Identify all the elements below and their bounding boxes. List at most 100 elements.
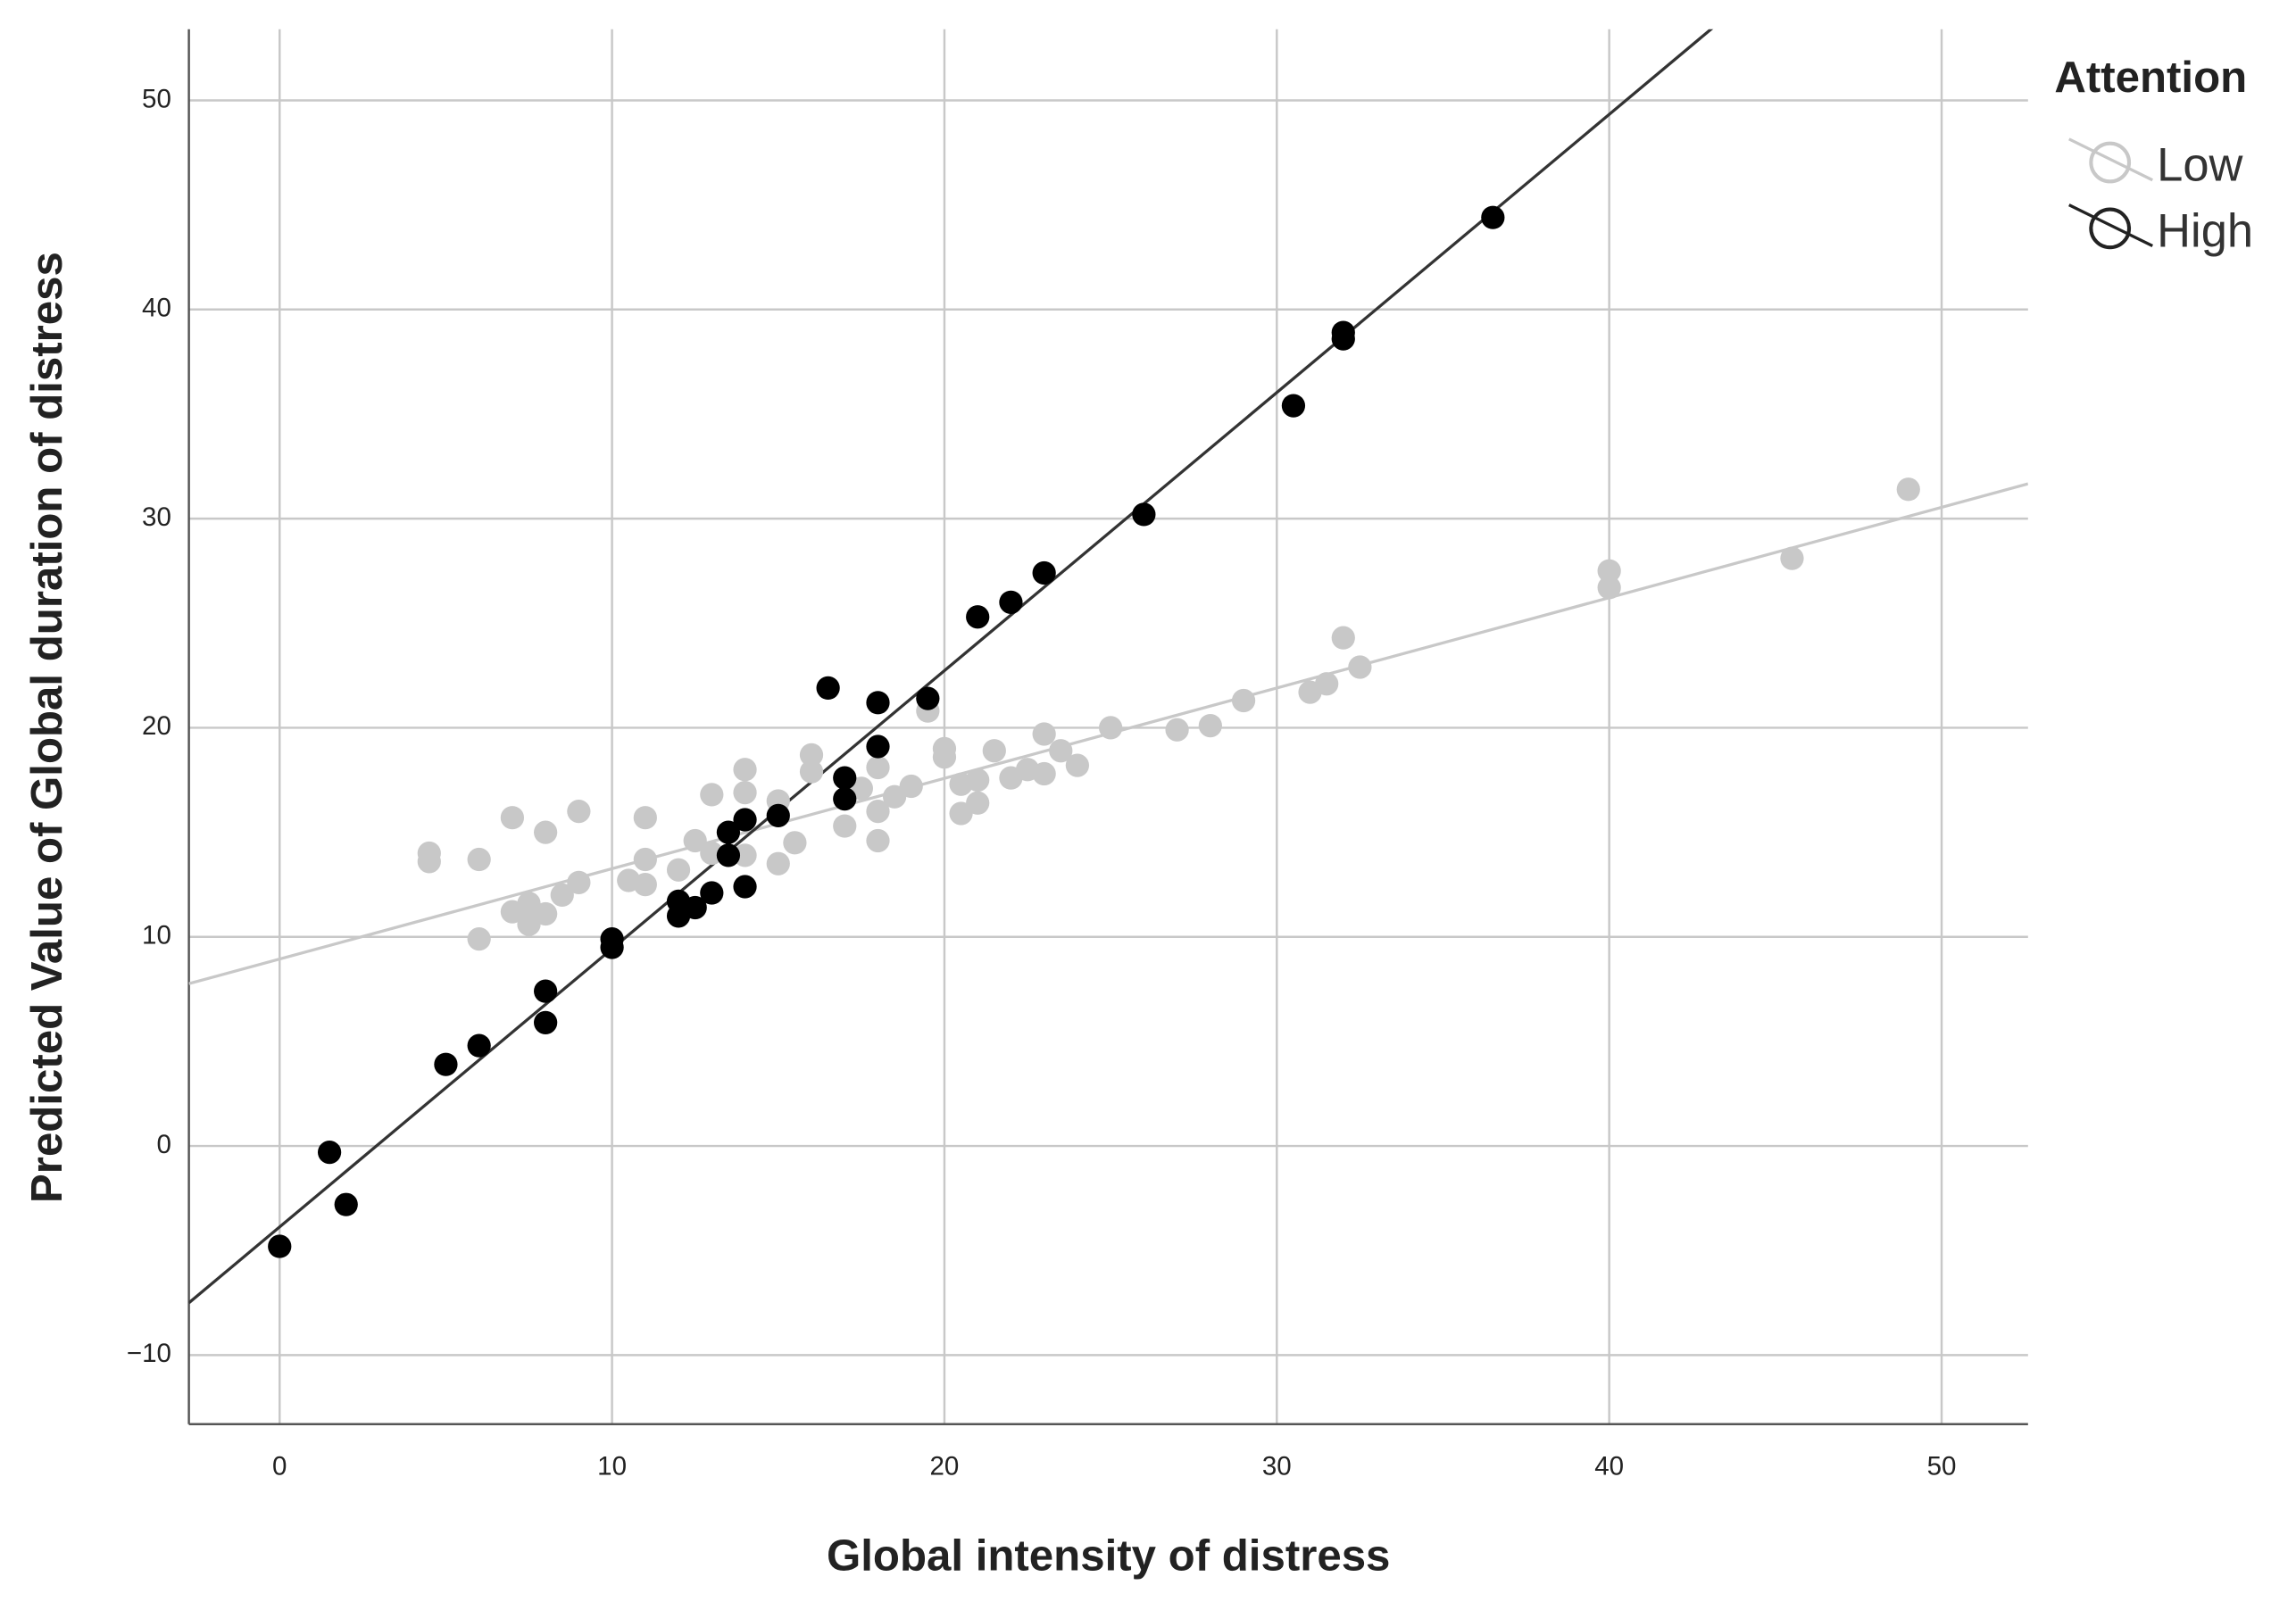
x-tick-label: 10 (597, 1452, 627, 1481)
point (1281, 394, 1306, 418)
point (434, 1052, 458, 1076)
point (766, 851, 790, 876)
y-tick-label: 30 (142, 502, 171, 532)
legend-line (2068, 203, 2153, 247)
point (866, 828, 890, 853)
point (999, 590, 1023, 614)
legend-line (2068, 137, 2153, 182)
legend-label: Low (2157, 138, 2243, 191)
point (1315, 672, 1339, 696)
point (683, 895, 707, 920)
point (1049, 739, 1073, 763)
point (1896, 477, 1920, 502)
point (733, 843, 757, 867)
point (982, 739, 1006, 763)
point (317, 1140, 342, 1165)
y-tick-label: 10 (142, 921, 171, 950)
point (1597, 576, 1621, 600)
point (799, 743, 824, 768)
point (799, 759, 824, 784)
point (534, 1010, 558, 1034)
point (833, 766, 857, 790)
y-tick-label: 50 (142, 84, 171, 113)
point (733, 780, 757, 805)
point (833, 786, 857, 811)
point (700, 783, 724, 807)
point (1065, 753, 1090, 777)
y-tick-label: 0 (156, 1130, 171, 1159)
legend-title: Attention (2054, 53, 2247, 102)
point (1331, 320, 1355, 344)
point (816, 676, 840, 701)
point (534, 979, 558, 1003)
point (866, 734, 890, 759)
point (1348, 655, 1372, 679)
point (716, 820, 741, 844)
x-tick-label: 0 (272, 1452, 287, 1481)
point (866, 691, 890, 715)
point (899, 774, 923, 799)
point (268, 1234, 292, 1258)
point (1032, 722, 1056, 746)
point (866, 755, 890, 780)
point (916, 686, 940, 710)
point (334, 1192, 358, 1216)
point (467, 847, 491, 872)
point (966, 768, 990, 793)
point (1099, 716, 1123, 740)
point (633, 847, 657, 872)
x-tick-label: 20 (930, 1452, 960, 1481)
y-tick-label: 20 (142, 711, 171, 741)
legend-symbol (2089, 141, 2132, 184)
point (932, 745, 957, 769)
point (1780, 546, 1804, 570)
point (716, 843, 741, 867)
y-tick-label: −10 (127, 1339, 171, 1368)
point (1481, 205, 1505, 229)
point (1331, 626, 1355, 650)
point (1032, 761, 1056, 786)
point (633, 873, 657, 897)
point (600, 935, 624, 959)
x-tick-label: 50 (1927, 1452, 1957, 1481)
x-tick-label: 40 (1594, 1452, 1624, 1481)
point (966, 791, 990, 815)
point (1597, 559, 1621, 583)
point (633, 806, 657, 830)
point (567, 800, 591, 824)
point (417, 850, 441, 874)
point (1032, 560, 1056, 585)
point (766, 803, 790, 827)
point (733, 875, 757, 899)
point (866, 800, 890, 824)
legend-symbol (2089, 207, 2132, 250)
point (567, 870, 591, 894)
point (833, 814, 857, 838)
point (733, 808, 757, 832)
point (1132, 502, 1156, 527)
point (1198, 713, 1222, 738)
point (467, 926, 491, 951)
point (467, 1033, 491, 1058)
y-axis-title: Predicted Value of Global duration of di… (22, 252, 71, 1203)
point (683, 828, 707, 853)
point (550, 883, 574, 908)
x-axis-title: Global intensity of distress (827, 1531, 1390, 1581)
legend-label: High (2157, 204, 2253, 257)
point (534, 901, 558, 926)
point (733, 758, 757, 782)
point (1231, 688, 1256, 713)
point (700, 881, 724, 905)
y-tick-label: 40 (142, 294, 171, 323)
plot-area (188, 29, 2028, 1305)
point (500, 806, 525, 830)
x-tick-label: 30 (1262, 1452, 1292, 1481)
point (534, 820, 558, 844)
point (666, 858, 691, 882)
point (1165, 718, 1189, 742)
point (783, 831, 807, 855)
point (966, 605, 990, 629)
fit-line (188, 29, 1714, 1305)
